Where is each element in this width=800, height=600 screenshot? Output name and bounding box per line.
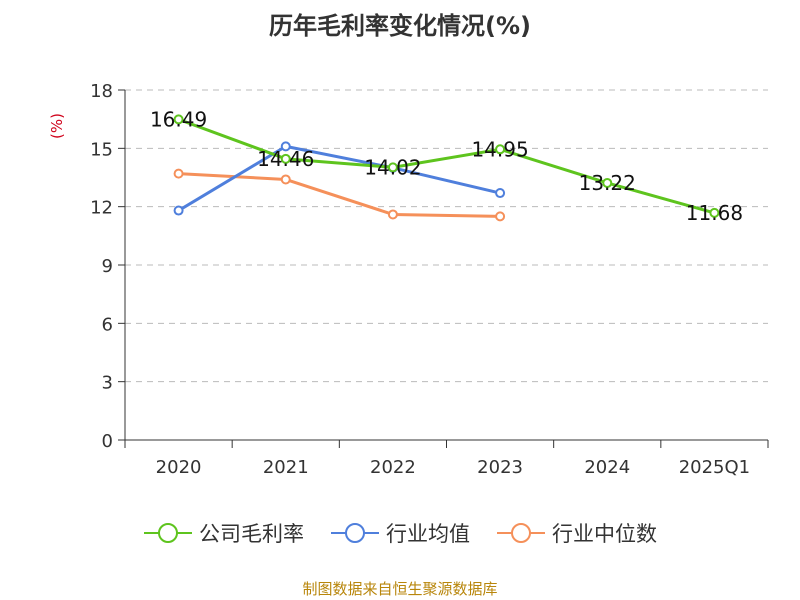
data-point-0: [173, 114, 184, 125]
x-tick-label: 2022: [370, 457, 416, 478]
grid-layer: [125, 89, 768, 383]
legend-label: 公司毛利率: [199, 522, 304, 546]
data-point-0: [495, 144, 506, 155]
y-tick-label: 12: [90, 198, 113, 219]
axis-layer: 0 3 6 9 12 15 18 2020 2021 2022 2023 2024 2025Q1 (%): [48, 81, 769, 478]
label-layer: 16.49 14.46 14.02 14.95 13.22 11.68: [150, 107, 743, 225]
x-tick-label: 2024: [584, 457, 630, 478]
y-tick-label: 15: [90, 139, 113, 160]
data-point-2: [173, 168, 184, 179]
y-tick-label: 3: [102, 373, 113, 394]
series-line-2: [178, 172, 501, 218]
data-point-0: [280, 153, 291, 164]
series-line-1: [177, 144, 501, 212]
y-tick-label: 18: [90, 81, 113, 102]
legend-label: 行业中位数: [552, 522, 657, 546]
data-label: 14.95: [471, 137, 528, 161]
data-label: 13.22: [579, 171, 636, 195]
data-label: 14.46: [257, 147, 314, 171]
source-credit: 制图数据来自恒生聚源数据库: [302, 580, 498, 598]
data-point-1: [173, 205, 184, 216]
data-point-2: [387, 209, 398, 220]
series-line-0: [178, 117, 715, 215]
data-point-2: [280, 174, 291, 185]
legend-item[interactable]: 行业均值: [330, 518, 470, 548]
legend-marker-icon: [497, 523, 545, 543]
data-label: 16.49: [150, 107, 207, 131]
x-tick-label: 2021: [263, 457, 309, 478]
y-tick-label: 6: [102, 314, 113, 335]
x-tick-label: 2023: [477, 457, 523, 478]
data-point-1: [280, 141, 291, 152]
y-tick-label: 0: [102, 431, 113, 452]
legend-marker-icon: [331, 523, 379, 543]
legend-marker-icon: [144, 523, 192, 543]
data-point-0: [387, 162, 398, 173]
x-tick-label: 2020: [156, 457, 202, 478]
chart-title: 历年毛利率变化情况(%): [269, 12, 531, 40]
legend-item[interactable]: 公司毛利率: [143, 518, 304, 548]
legend-label: 行业均值: [386, 522, 470, 546]
data-label: 11.68: [686, 201, 743, 225]
series-layer: [173, 114, 720, 222]
data-label: 14.02: [364, 155, 421, 179]
y-tick-label: 9: [102, 256, 113, 277]
x-tick-label: 2025Q1: [679, 457, 750, 478]
legend: 公司毛利率 行业均值 行业中位数: [0, 518, 800, 548]
data-point-0: [709, 207, 720, 218]
data-point-0: [602, 177, 613, 188]
y-axis-unit-label: (%): [48, 113, 66, 139]
data-point-2: [495, 211, 506, 222]
legend-item[interactable]: 行业中位数: [496, 518, 657, 548]
data-point-1: [495, 188, 506, 199]
